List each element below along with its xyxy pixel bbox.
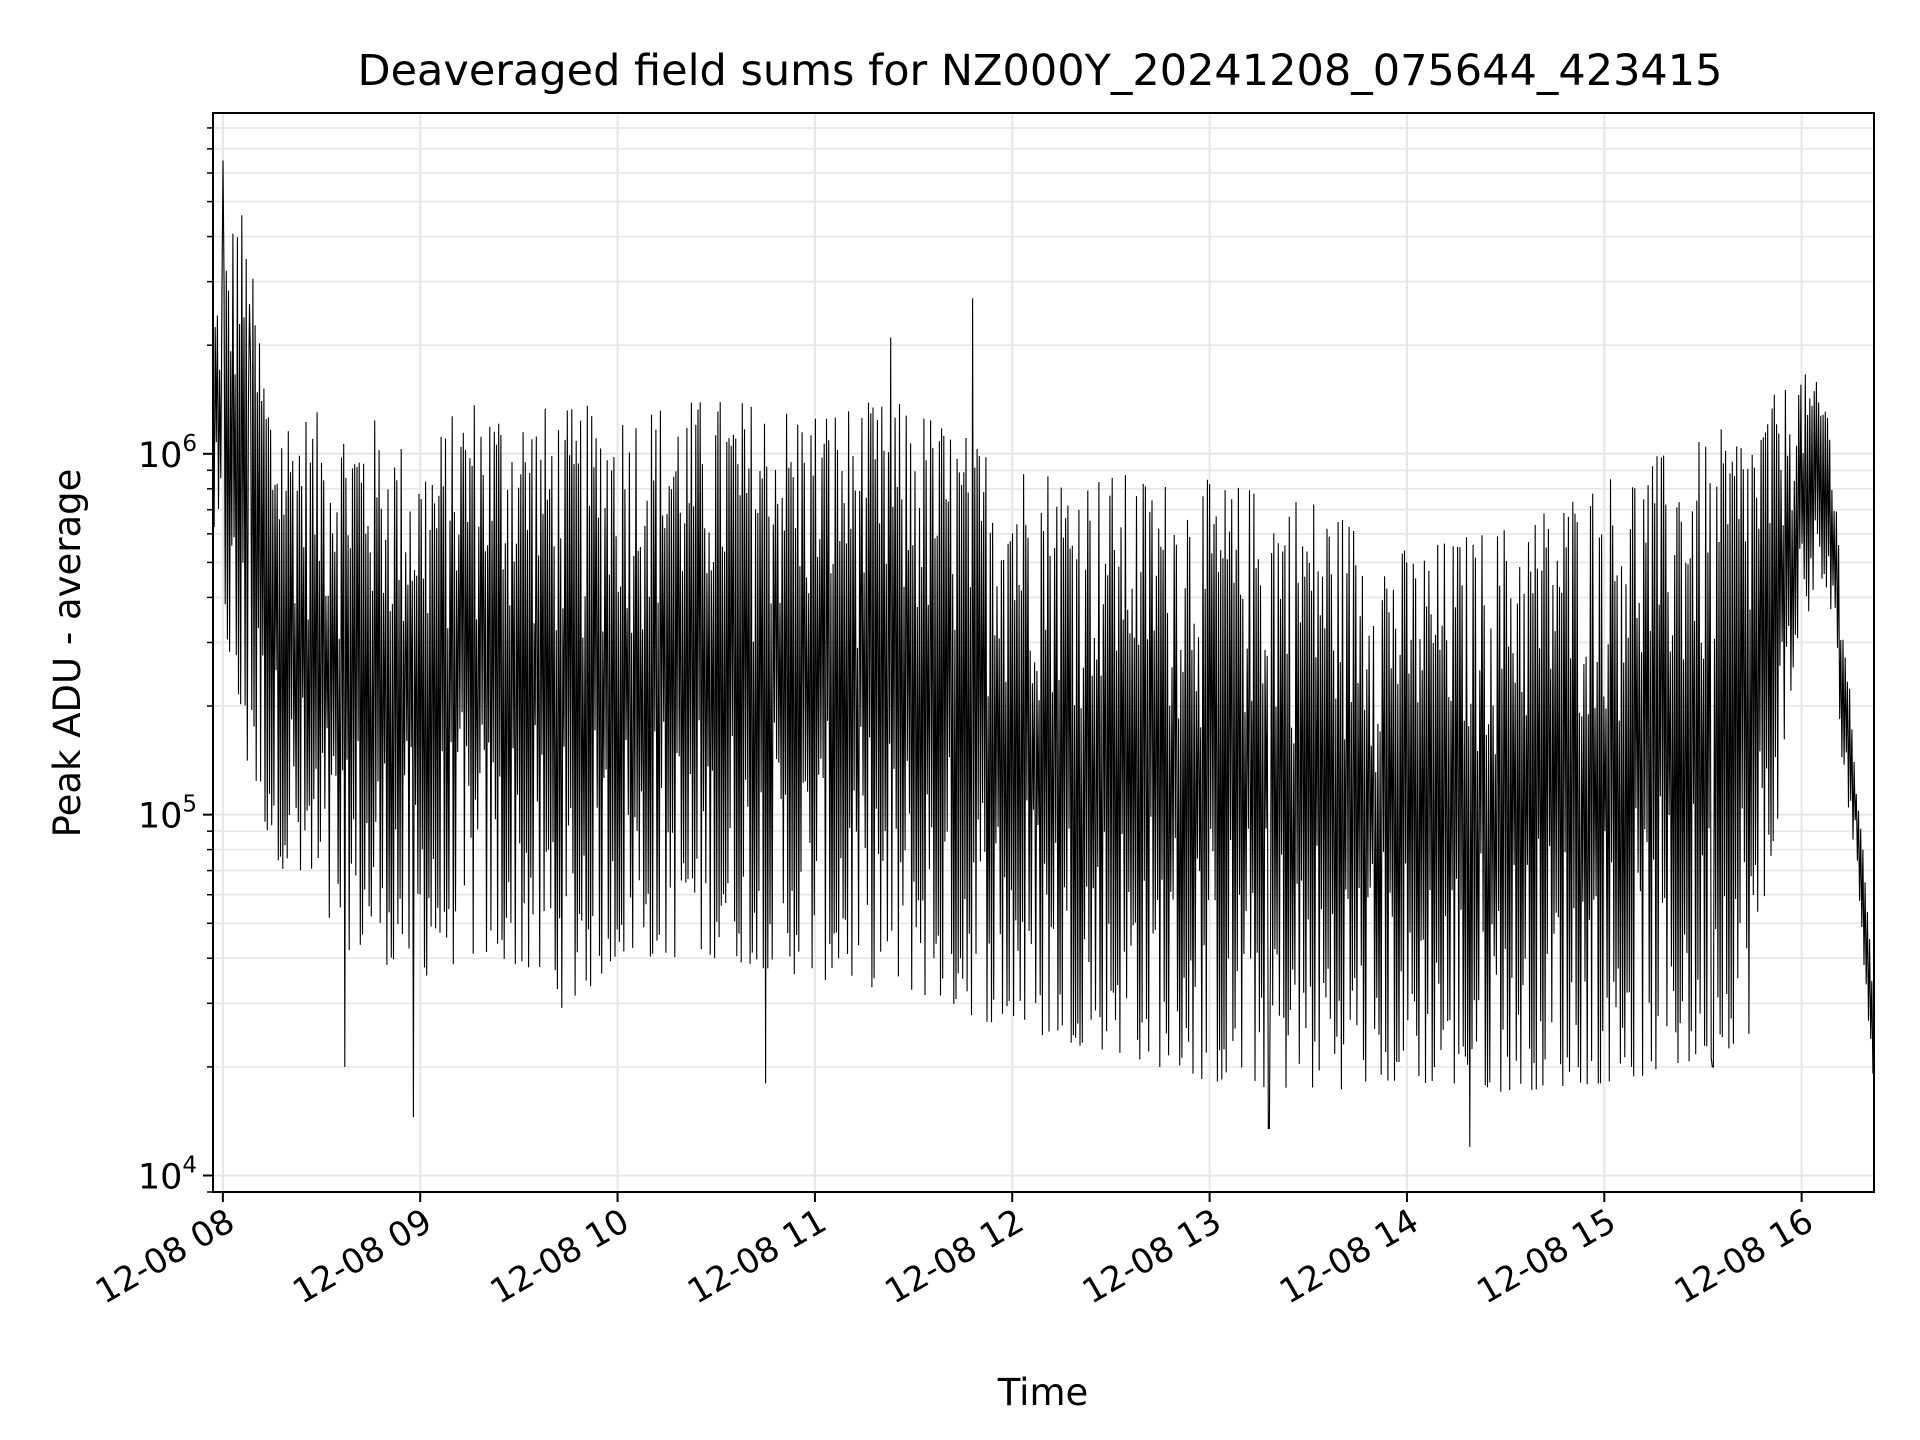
x-axis-label: Time bbox=[997, 1371, 1089, 1414]
y-axis-label: Peak ADU - average bbox=[46, 469, 89, 838]
data-series bbox=[212, 160, 1875, 1147]
y-tick-label: 105 bbox=[138, 792, 197, 837]
y-axis-ticks: 104 105 106 bbox=[138, 127, 213, 1197]
y-tick-label: 106 bbox=[138, 431, 197, 476]
plot-frame bbox=[212, 112, 1875, 1193]
series-line bbox=[212, 160, 1875, 1147]
y-tick-label: 104 bbox=[138, 1152, 197, 1197]
chart-title: Deaveraged field sums for NZ000Y_2024120… bbox=[357, 46, 1722, 96]
